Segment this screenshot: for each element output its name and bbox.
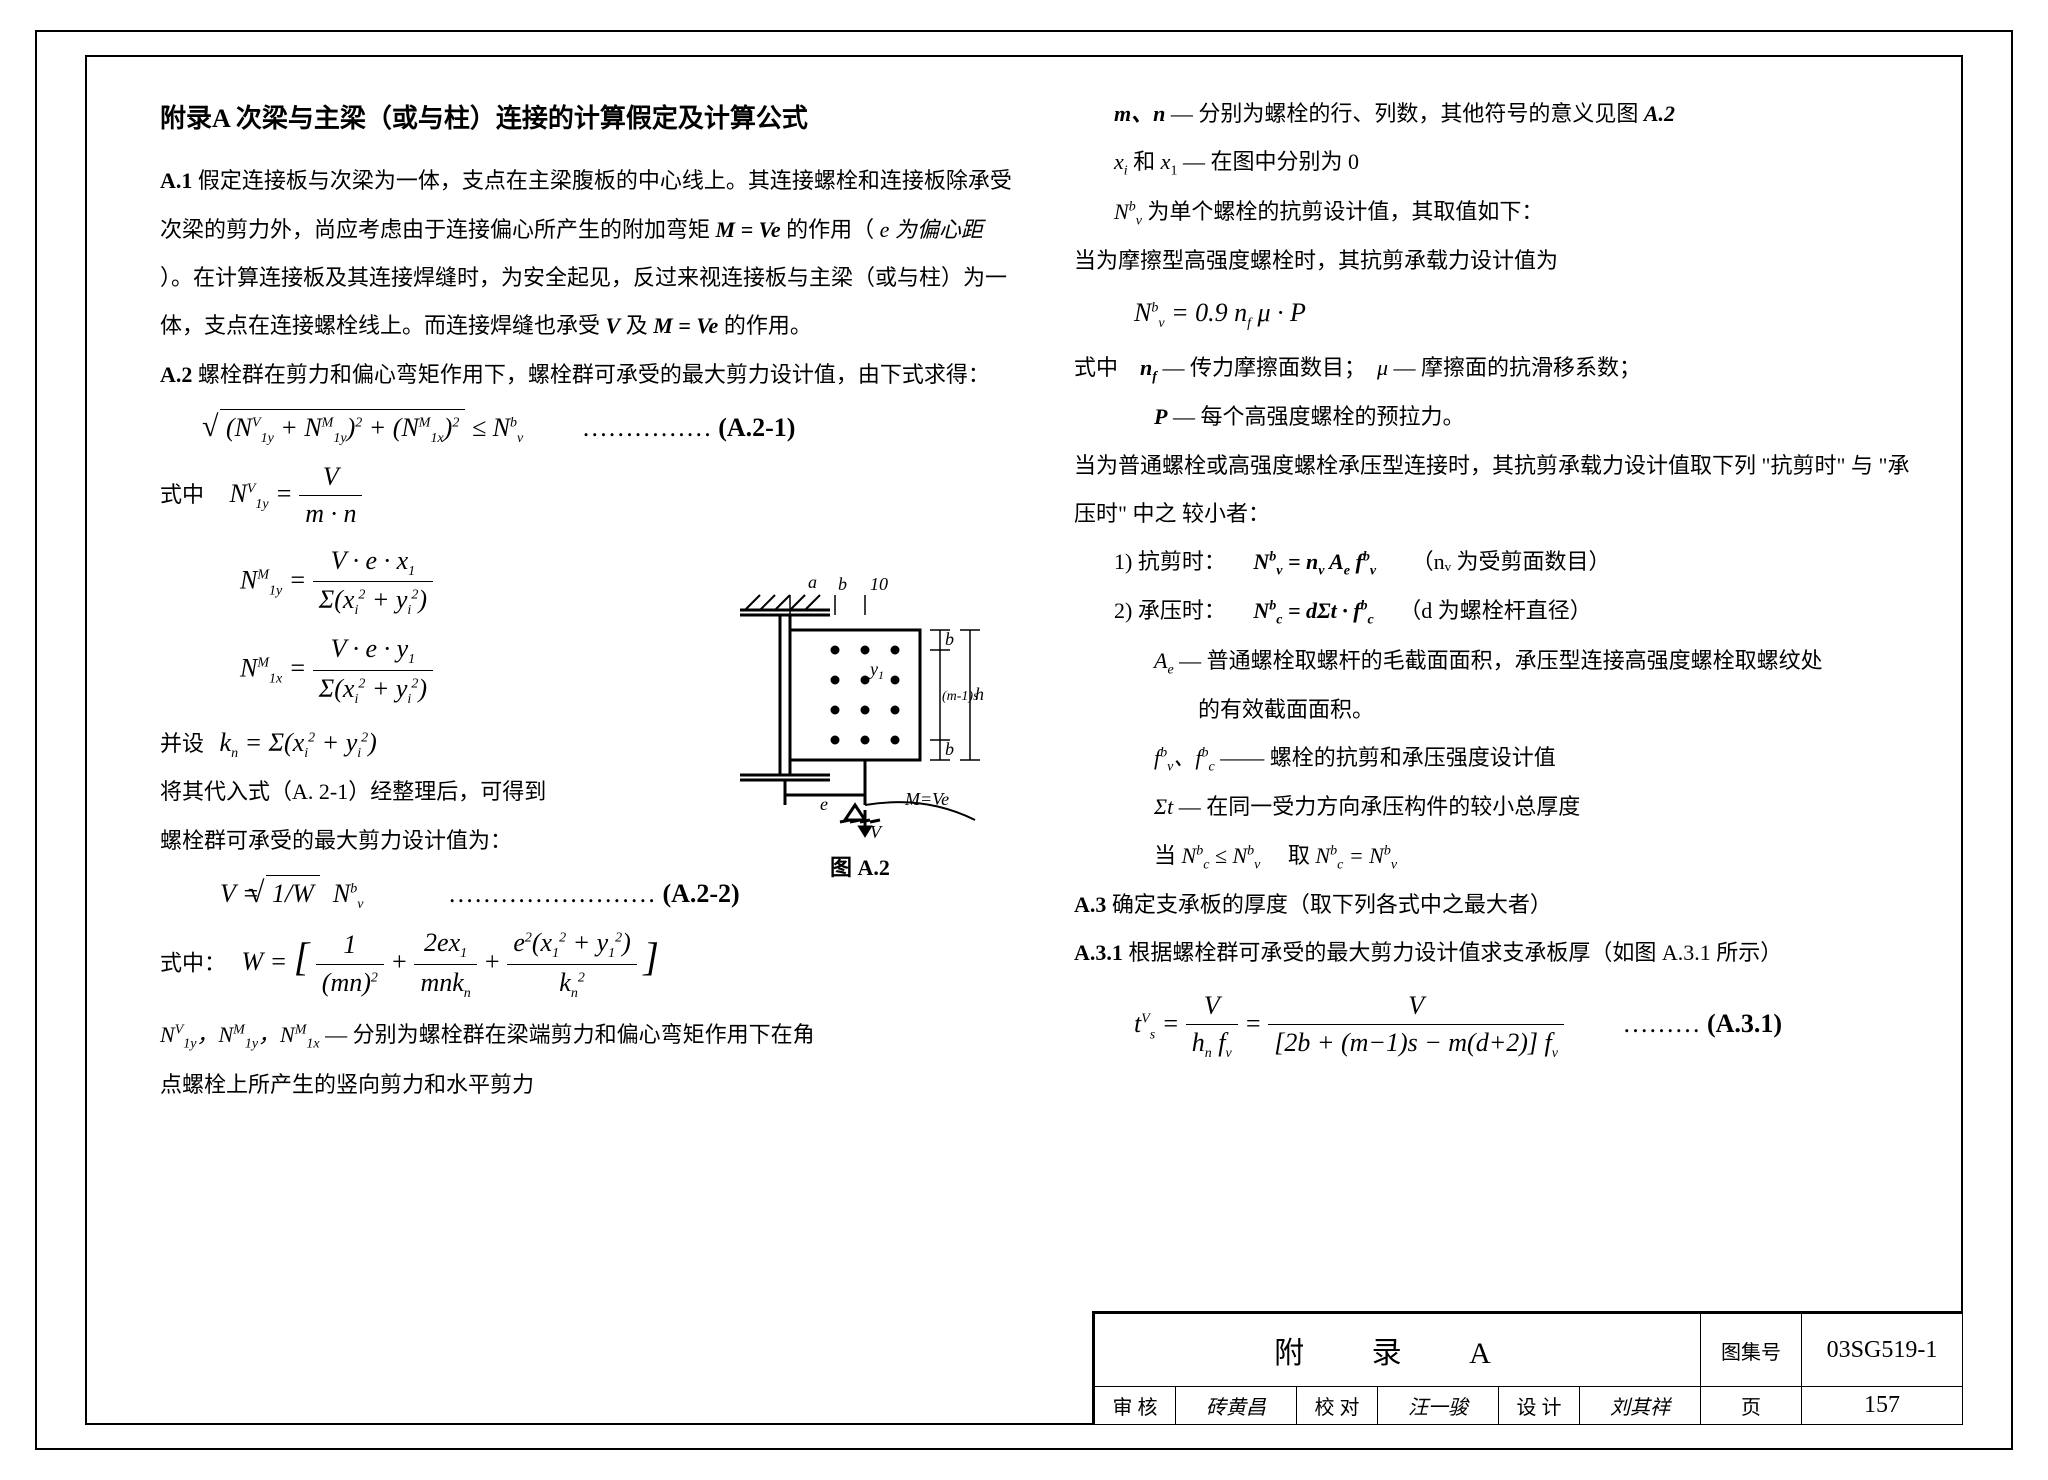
section-a2: A.2 螺栓群在剪力和偏心弯矩作用下，螺栓群可承受的最大剪力设计值，由下式求得： (160, 351, 1014, 399)
figure-caption: 图 A.2 (720, 844, 1000, 892)
svg-text:b: b (838, 574, 847, 594)
a1-text-4: 及 (626, 313, 654, 338)
figure-a2: a b 10 y1 b (m-1)s b h e M=Ve V 图 A.2 (720, 560, 1000, 860)
item-2: 2) 承压时： Nbc = dΣt · fbc （d 为螺栓杆直径） (1114, 587, 1928, 636)
a1-prefix: A.1 (160, 168, 192, 193)
sheji-val: 刘其祥 (1580, 1387, 1701, 1425)
section-a31: A.3.1 根据螺栓群可承受的最大剪力设计值求支承板厚（如图 A.3.1 所示） (1074, 929, 1928, 977)
a1-mve-inline: M = Ve (716, 217, 781, 242)
equation-a31: tVs = Vhn fv = V[2b + (m−1)s − m(d+2)] f… (1134, 988, 1928, 1064)
left-column: 附录A 次梁与主梁（或与柱）连接的计算假定及计算公式 A.1 假定连接板与次梁为… (160, 90, 1014, 1425)
sigmat-line: Σt — 在同一受力方向承压构件的较小总厚度 (1154, 783, 1928, 831)
appendix-title: 附录A 次梁与主梁（或与柱）连接的计算假定及计算公式 (160, 90, 1014, 147)
item-1: 1) 抗剪时： Nbv = nv Ae fbv （nᵥ 为受剪面数目） (1114, 538, 1928, 587)
nf-line: 式中 nf — 传力摩擦面数目； μ — 摩擦面的抗滑移系数； (1074, 344, 1928, 393)
where-label: 式中 (160, 482, 204, 507)
n-explain: NV1y，NM1y，NM1x — 分别为螺栓群在梁端剪力和偏心弯矩作用下在角 (160, 1011, 1014, 1060)
jiaodui-val: 汪一骏 (1378, 1387, 1499, 1425)
page-content: 附录A 次梁与主梁（或与柱）连接的计算假定及计算公式 A.1 假定连接板与次梁为… (160, 90, 1928, 1425)
title-block: 附 录 A 图集号 03SG519-1 审 核 砖黄昌 校 对 汪一骏 设 计 … (1092, 1311, 1963, 1425)
shenhe-val: 砖黄昌 (1176, 1387, 1297, 1425)
tuji-value: 03SG519-1 (1802, 1314, 1963, 1387)
bearing-intro: 当为普通螺栓或高强度螺栓承压型连接时，其抗剪承载力设计值取下列 "抗剪时" 与 … (1074, 442, 1928, 539)
a2-prefix: A.2 (160, 362, 192, 387)
a1-text-3: ）。在计算连接板及其连接焊缝时，为安全起见，反过来视连接板与主梁（或与柱）为一体… (160, 265, 1007, 338)
svg-text:10: 10 (870, 574, 888, 594)
footer-title: 附 录 A (1095, 1314, 1701, 1387)
fvfc-line: fbv、fbc —— 螺栓的抗剪和承压强度设计值 (1154, 734, 1928, 783)
friction-formula: Nbv = 0.9 nf μ · P (1134, 295, 1928, 334)
svg-text:(m-1)s: (m-1)s (942, 689, 979, 704)
a2-text: 螺栓群在剪力和偏心弯矩作用下，螺栓群可承受的最大剪力设计值，由下式求得： (198, 362, 990, 387)
section-a1: A.1 假定连接板与次梁为一体，支点在主梁腹板的中心线上。其连接螺栓和连接板除承… (160, 157, 1014, 351)
page-label: 页 (1701, 1387, 1802, 1425)
a1-V: V (606, 313, 621, 338)
tuji-label: 图集号 (1701, 1314, 1802, 1387)
when-line: 当 Nbc ≤ Nbv 取 Nbc = Nbv (1154, 832, 1928, 881)
shenhe-label: 审 核 (1095, 1387, 1176, 1425)
svg-text:h: h (975, 684, 984, 704)
section-a3: A.3 确定支承板的厚度（取下列各式中之最大者） (1074, 881, 1928, 929)
page-number: 157 (1802, 1387, 1963, 1425)
friction-intro: 当为摩擦型高强度螺栓时，其抗剪承载力设计值为 (1074, 237, 1928, 285)
a1-text-2: 的作用（ (786, 217, 874, 242)
a1-text-5: 的作用。 (724, 313, 812, 338)
a1-mve2: M = Ve (653, 313, 718, 338)
a1-e-note: e 为偏心距 (880, 217, 983, 242)
n-explain-2: 点螺栓上所产生的竖向剪力和水平剪力 (160, 1061, 1014, 1109)
where-block: 式中 NV1y = Vm · n NM1y = V · e · x1Σ(xi2 … (160, 459, 680, 710)
diagram-svg: a b 10 y1 b (m-1)s b h e M=Ve V (720, 560, 1000, 840)
xi-line: xi 和 x1 — 在图中分别为 0 (1114, 138, 1928, 187)
svg-text:b: b (945, 739, 954, 759)
right-column: m、n — 分别为螺栓的行、列数，其他符号的意义见图 A.2 xi 和 x1 —… (1074, 90, 1928, 1425)
svg-text:a: a (808, 572, 817, 592)
mn-line: m、n — 分别为螺栓的行、列数，其他符号的意义见图 A.2 (1114, 90, 1928, 138)
eq-a21-ref: (A.2-1) (718, 413, 795, 442)
p-line: P — 每个高强度螺栓的预拉力。 (1154, 393, 1928, 441)
equation-a21: (NV1y + NM1y)2 + (NM1x)2 ≤ Nbv …………… (A.… (220, 409, 1014, 449)
ae-line: Ae — 普通螺栓取螺杆的毛截面面积，承压型连接高强度螺栓取螺纹处 的有效截面面… (1154, 637, 1928, 735)
svg-text:b: b (945, 629, 954, 649)
svg-text:e: e (820, 794, 828, 814)
where2-label: 式中： (160, 950, 226, 975)
svg-text:M=Ve: M=Ve (904, 789, 949, 809)
bingset-label: 并设 (160, 731, 204, 756)
svg-text:V: V (870, 822, 883, 840)
sheji-label: 设 计 (1499, 1387, 1580, 1425)
jiaodui-label: 校 对 (1297, 1387, 1378, 1425)
nvb-line: Nbv 为单个螺栓的抗剪设计值，其取值如下： (1114, 188, 1928, 237)
w-formula-line: 式中： W = [ 1(mn)2 + 2ex1mnkn + e2(x12 + y… (160, 925, 1014, 1004)
